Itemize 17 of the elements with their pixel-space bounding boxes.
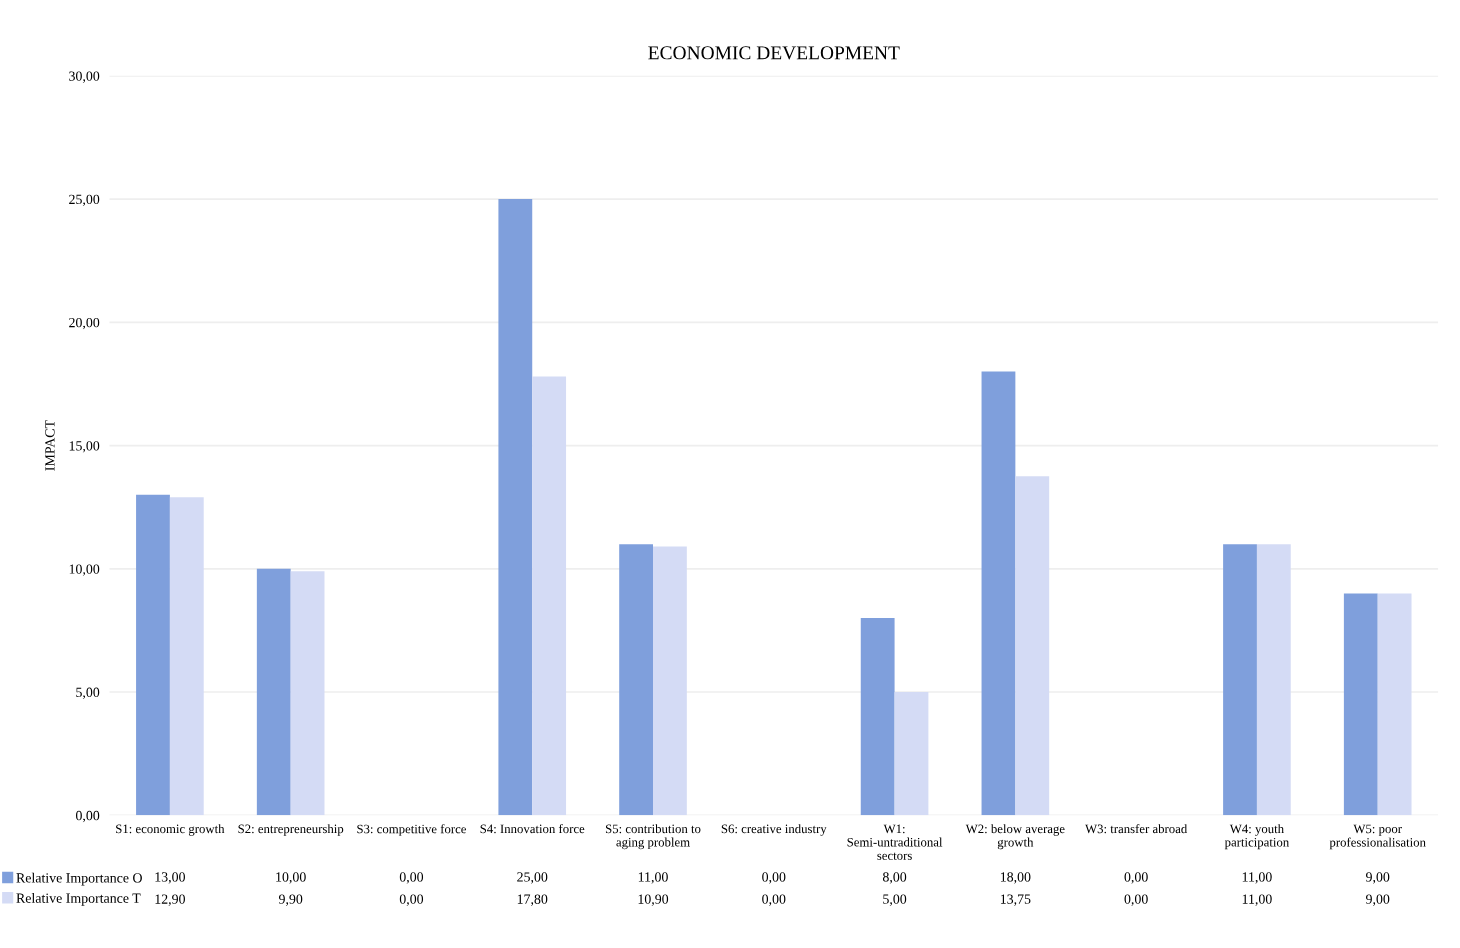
bar [860,618,895,816]
bar [1223,544,1257,816]
bar [894,692,929,816]
bar [1256,544,1291,816]
bar [532,376,567,816]
bar [169,497,204,816]
bar [1015,476,1050,816]
chart-title: ECONOMIC DEVELOPMENT [648,46,900,60]
bar [981,371,1016,816]
bar [1377,593,1412,816]
bar [619,544,654,816]
bar [290,571,325,816]
bar [1343,593,1378,816]
bar [498,199,533,816]
bar [256,568,291,816]
bar [653,546,687,816]
bar [136,494,170,816]
